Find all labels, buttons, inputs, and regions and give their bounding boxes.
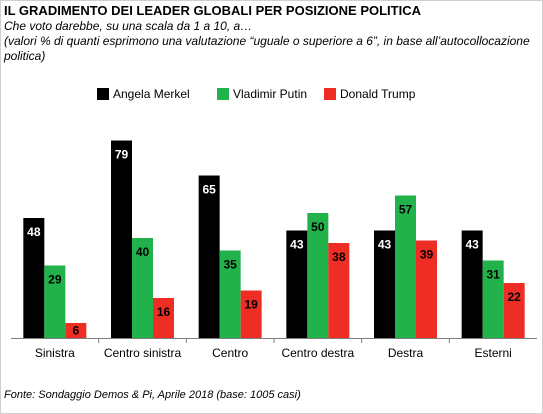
bar-vladimir-putin-centro — [219, 250, 241, 338]
data-label-angela-merkel-destra: 43 — [378, 238, 392, 252]
chart-note: (valori % di quanti esprimono una valuta… — [4, 34, 530, 63]
bar-angela-merkel-centro — [198, 175, 220, 338]
bar-donald-trump-centro — [240, 290, 262, 338]
legend-swatch-merkel — [97, 88, 109, 100]
data-label-donald-trump-centro-sinistra: 16 — [157, 305, 171, 319]
category-label-centro: Centro — [212, 346, 248, 360]
legend-label-trump: Donald Trump — [340, 87, 416, 101]
bar-vladimir-putin-sinistra — [44, 265, 66, 338]
data-label-donald-trump-esterni: 22 — [507, 290, 521, 304]
bar-vladimir-putin-centro-sinistra — [132, 238, 153, 338]
bar-donald-trump-sinistra — [65, 323, 87, 338]
data-label-angela-merkel-centro-destra: 43 — [290, 238, 304, 252]
bar-vladimir-putin-esterni — [482, 260, 504, 338]
data-label-vladimir-putin-centro-sinistra: 40 — [136, 245, 150, 259]
legend-swatch-putin — [217, 88, 229, 100]
data-label-angela-merkel-esterni: 43 — [465, 238, 479, 252]
data-label-vladimir-putin-centro-destra: 50 — [311, 220, 325, 234]
category-label-centro-sinistra: Centro sinistra — [104, 346, 182, 360]
data-label-angela-merkel-sinistra: 48 — [27, 225, 41, 239]
bar-angela-merkel-centro-sinistra — [111, 140, 132, 338]
bar-donald-trump-destra — [416, 240, 437, 338]
data-label-vladimir-putin-destra: 57 — [399, 203, 413, 217]
bar-vladimir-putin-centro-destra — [307, 213, 329, 338]
data-label-donald-trump-sinistra: 6 — [72, 324, 79, 338]
category-label-esterni: Esterni — [474, 346, 511, 360]
data-label-donald-trump-centro: 19 — [244, 298, 258, 312]
legend-label-merkel: Angela Merkel — [113, 87, 190, 101]
data-label-angela-merkel-centro-sinistra: 79 — [115, 148, 129, 162]
bar-angela-merkel-sinistra — [23, 218, 45, 338]
data-label-donald-trump-destra: 39 — [420, 248, 434, 262]
source-note: Fonte: Sondaggio Demos & Pi, Aprile 2018… — [4, 389, 301, 401]
legend-label-putin: Vladimir Putin — [233, 87, 308, 101]
chart-title: IL GRADIMENTO DEI LEADER GLOBALI PER POS… — [4, 3, 421, 18]
data-label-vladimir-putin-esterni: 31 — [486, 268, 500, 282]
bar-angela-merkel-destra — [374, 230, 395, 338]
category-label-centro-destra: Centro destra — [281, 346, 354, 360]
data-label-vladimir-putin-centro: 35 — [223, 258, 237, 272]
bar-donald-trump-centro-destra — [328, 243, 350, 338]
bar-angela-merkel-esterni — [461, 230, 483, 338]
data-label-angela-merkel-centro: 65 — [202, 183, 216, 197]
bar-vladimir-putin-destra — [395, 195, 416, 338]
category-label-sinistra: Sinistra — [35, 346, 75, 360]
bar-donald-trump-esterni — [503, 283, 525, 338]
legend-swatch-trump — [324, 88, 336, 100]
bar-donald-trump-centro-sinistra — [153, 298, 174, 338]
bar-angela-merkel-centro-destra — [286, 230, 308, 338]
data-label-vladimir-putin-sinistra: 29 — [48, 273, 62, 287]
data-label-donald-trump-centro-destra: 38 — [332, 250, 346, 264]
chart-subtitle: Che voto darebbe, su una scala da 1 a 10… — [4, 19, 253, 33]
category-label-destra: Destra — [388, 346, 424, 360]
